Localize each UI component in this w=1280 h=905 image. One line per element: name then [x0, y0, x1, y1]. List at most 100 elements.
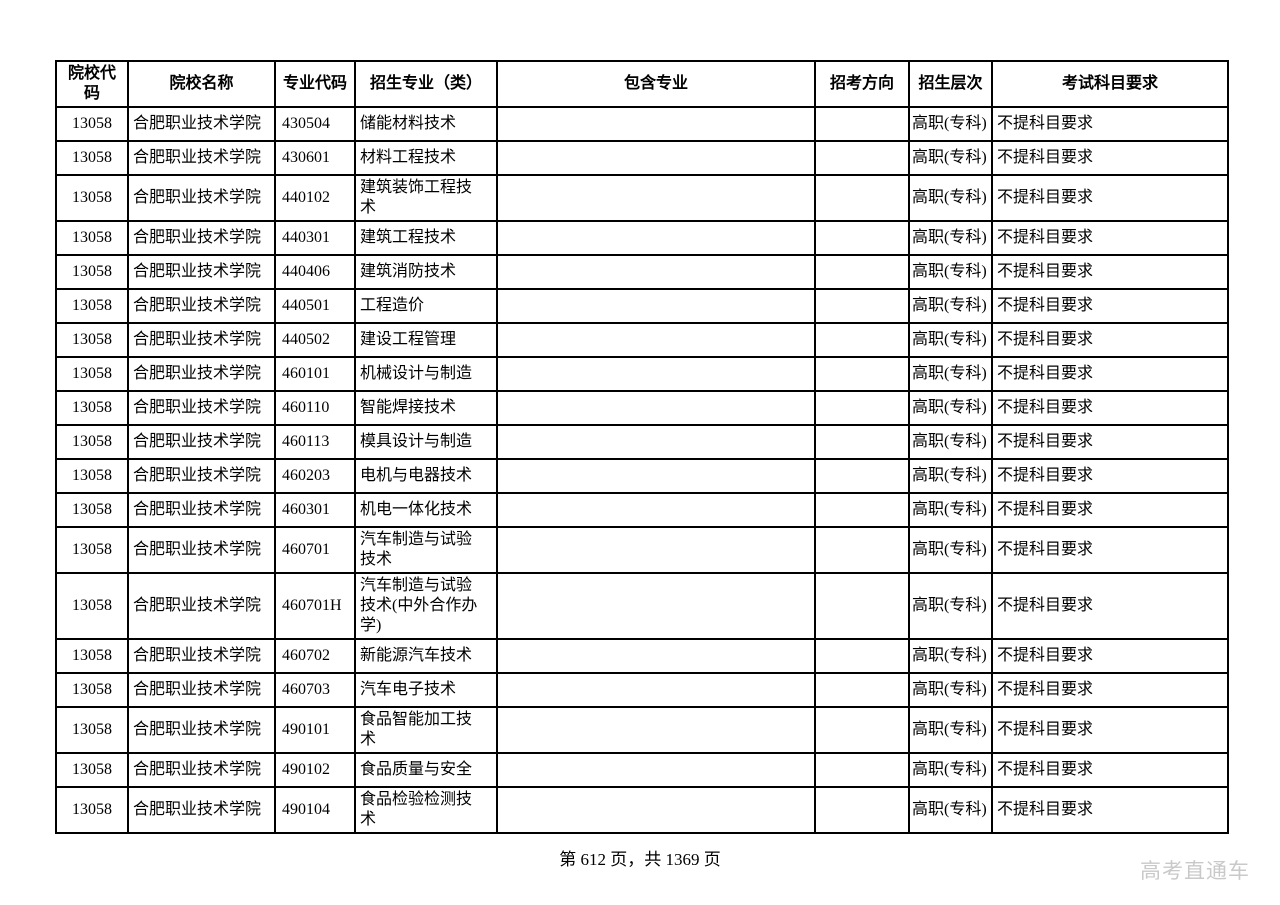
cell-exam-direction [814, 322, 910, 358]
cell-college-name: 合肥职业技术学院 [127, 140, 276, 176]
cell-major-name: 机械设计与制造 [354, 356, 498, 392]
cell-college-code: 13058 [55, 390, 129, 426]
cell-college-code: 13058 [55, 492, 129, 528]
cell-subject-requirements: 不提科目要求 [991, 492, 1229, 528]
cell-subject-requirements: 不提科目要求 [991, 390, 1229, 426]
cell-college-name: 合肥职业技术学院 [127, 458, 276, 494]
header-college-code: 院校代码 [55, 60, 129, 108]
cell-included-majors [496, 706, 816, 754]
table-row: 13058 合肥职业技术学院 460702 新能源汽车技术 高职(专科) 不提科目要求 [55, 638, 1229, 674]
cell-exam-direction [814, 752, 910, 788]
cell-exam-direction [814, 786, 910, 834]
cell-college-code: 13058 [55, 638, 129, 674]
cell-college-name: 合肥职业技术学院 [127, 706, 276, 754]
cell-enrollment-level: 高职(专科) [908, 672, 993, 708]
watermark: 高考直通车 [1140, 859, 1250, 883]
table-row: 13058 合肥职业技术学院 490102 食品质量与安全 高职(专科) 不提科目要求 [55, 752, 1229, 788]
cell-college-code: 13058 [55, 356, 129, 392]
cell-college-code: 13058 [55, 786, 129, 834]
cell-subject-requirements: 不提科目要求 [991, 174, 1229, 222]
table-row: 13058 合肥职业技术学院 440102 建筑装饰工程技 术 高职(专科) 不提科目要求 [55, 174, 1229, 222]
cell-major-code: 460701H [274, 572, 356, 640]
cell-enrollment-level: 高职(专科) [908, 572, 993, 640]
cell-exam-direction [814, 706, 910, 754]
cell-included-majors [496, 390, 816, 426]
cell-major-name: 机电一体化技术 [354, 492, 498, 528]
cell-exam-direction [814, 356, 910, 392]
cell-major-name: 建筑消防技术 [354, 254, 498, 290]
cell-college-name: 合肥职业技术学院 [127, 254, 276, 290]
cell-major-name: 汽车制造与试验 技术 [354, 526, 498, 574]
cell-major-code: 490104 [274, 786, 356, 834]
cell-included-majors [496, 672, 816, 708]
cell-college-code: 13058 [55, 322, 129, 358]
cell-subject-requirements: 不提科目要求 [991, 424, 1229, 460]
cell-included-majors [496, 492, 816, 528]
cell-major-name: 模具设计与制造 [354, 424, 498, 460]
cell-college-code: 13058 [55, 572, 129, 640]
header-major-name: 招生专业（类） [354, 60, 498, 108]
cell-subject-requirements: 不提科目要求 [991, 254, 1229, 290]
cell-enrollment-level: 高职(专科) [908, 254, 993, 290]
cell-enrollment-level: 高职(专科) [908, 492, 993, 528]
cell-exam-direction [814, 288, 910, 324]
cell-included-majors [496, 356, 816, 392]
cell-college-name: 合肥职业技术学院 [127, 752, 276, 788]
table-row: 13058 合肥职业技术学院 460301 机电一体化技术 高职(专科) 不提科目要求 [55, 492, 1229, 528]
cell-college-code: 13058 [55, 424, 129, 460]
cell-subject-requirements: 不提科目要求 [991, 752, 1229, 788]
table-row: 13058 合肥职业技术学院 440301 建筑工程技术 高职(专科) 不提科目要求 [55, 220, 1229, 256]
cell-subject-requirements: 不提科目要求 [991, 572, 1229, 640]
cell-major-code: 440501 [274, 288, 356, 324]
cell-enrollment-level: 高职(专科) [908, 752, 993, 788]
cell-college-code: 13058 [55, 220, 129, 256]
cell-enrollment-level: 高职(专科) [908, 106, 993, 142]
cell-exam-direction [814, 572, 910, 640]
cell-included-majors [496, 322, 816, 358]
cell-major-code: 440301 [274, 220, 356, 256]
cell-subject-requirements: 不提科目要求 [991, 638, 1229, 674]
cell-major-name: 材料工程技术 [354, 140, 498, 176]
cell-major-code: 430601 [274, 140, 356, 176]
page-indicator: 第 612 页，共 1369 页 [559, 850, 721, 869]
cell-enrollment-level: 高职(专科) [908, 288, 993, 324]
cell-major-name: 汽车制造与试验 技术(中外合作办 学) [354, 572, 498, 640]
header-exam-direction: 招考方向 [814, 60, 910, 108]
cell-major-code: 430504 [274, 106, 356, 142]
cell-major-name: 建设工程管理 [354, 322, 498, 358]
cell-college-code: 13058 [55, 254, 129, 290]
cell-enrollment-level: 高职(专科) [908, 322, 993, 358]
header-major-code: 专业代码 [274, 60, 356, 108]
cell-major-code: 490102 [274, 752, 356, 788]
cell-included-majors [496, 786, 816, 834]
cell-major-code: 460701 [274, 526, 356, 574]
cell-subject-requirements: 不提科目要求 [991, 220, 1229, 256]
cell-exam-direction [814, 492, 910, 528]
cell-exam-direction [814, 638, 910, 674]
cell-subject-requirements: 不提科目要求 [991, 106, 1229, 142]
table-row: 13058 合肥职业技术学院 440406 建筑消防技术 高职(专科) 不提科目要求 [55, 254, 1229, 290]
header-college-name: 院校名称 [127, 60, 276, 108]
cell-included-majors [496, 174, 816, 222]
cell-subject-requirements: 不提科目要求 [991, 706, 1229, 754]
cell-college-name: 合肥职业技术学院 [127, 672, 276, 708]
cell-major-name: 建筑工程技术 [354, 220, 498, 256]
cell-college-name: 合肥职业技术学院 [127, 424, 276, 460]
cell-college-code: 13058 [55, 106, 129, 142]
cell-major-code: 440406 [274, 254, 356, 290]
cell-enrollment-level: 高职(专科) [908, 390, 993, 426]
cell-major-code: 460110 [274, 390, 356, 426]
cell-major-code: 440502 [274, 322, 356, 358]
table-row: 13058 合肥职业技术学院 430504 储能材料技术 高职(专科) 不提科目要求 [55, 106, 1229, 142]
header-included-majors: 包含专业 [496, 60, 816, 108]
header-enrollment-level: 招生层次 [908, 60, 993, 108]
cell-major-name: 储能材料技术 [354, 106, 498, 142]
table-row: 13058 合肥职业技术学院 490104 食品检验检测技 术 高职(专科) 不提科目要求 [55, 786, 1229, 834]
cell-subject-requirements: 不提科目要求 [991, 322, 1229, 358]
cell-college-code: 13058 [55, 526, 129, 574]
cell-major-code: 460703 [274, 672, 356, 708]
table-row: 13058 合肥职业技术学院 460110 智能焊接技术 高职(专科) 不提科目要求 [55, 390, 1229, 426]
cell-college-code: 13058 [55, 174, 129, 222]
cell-college-code: 13058 [55, 458, 129, 494]
